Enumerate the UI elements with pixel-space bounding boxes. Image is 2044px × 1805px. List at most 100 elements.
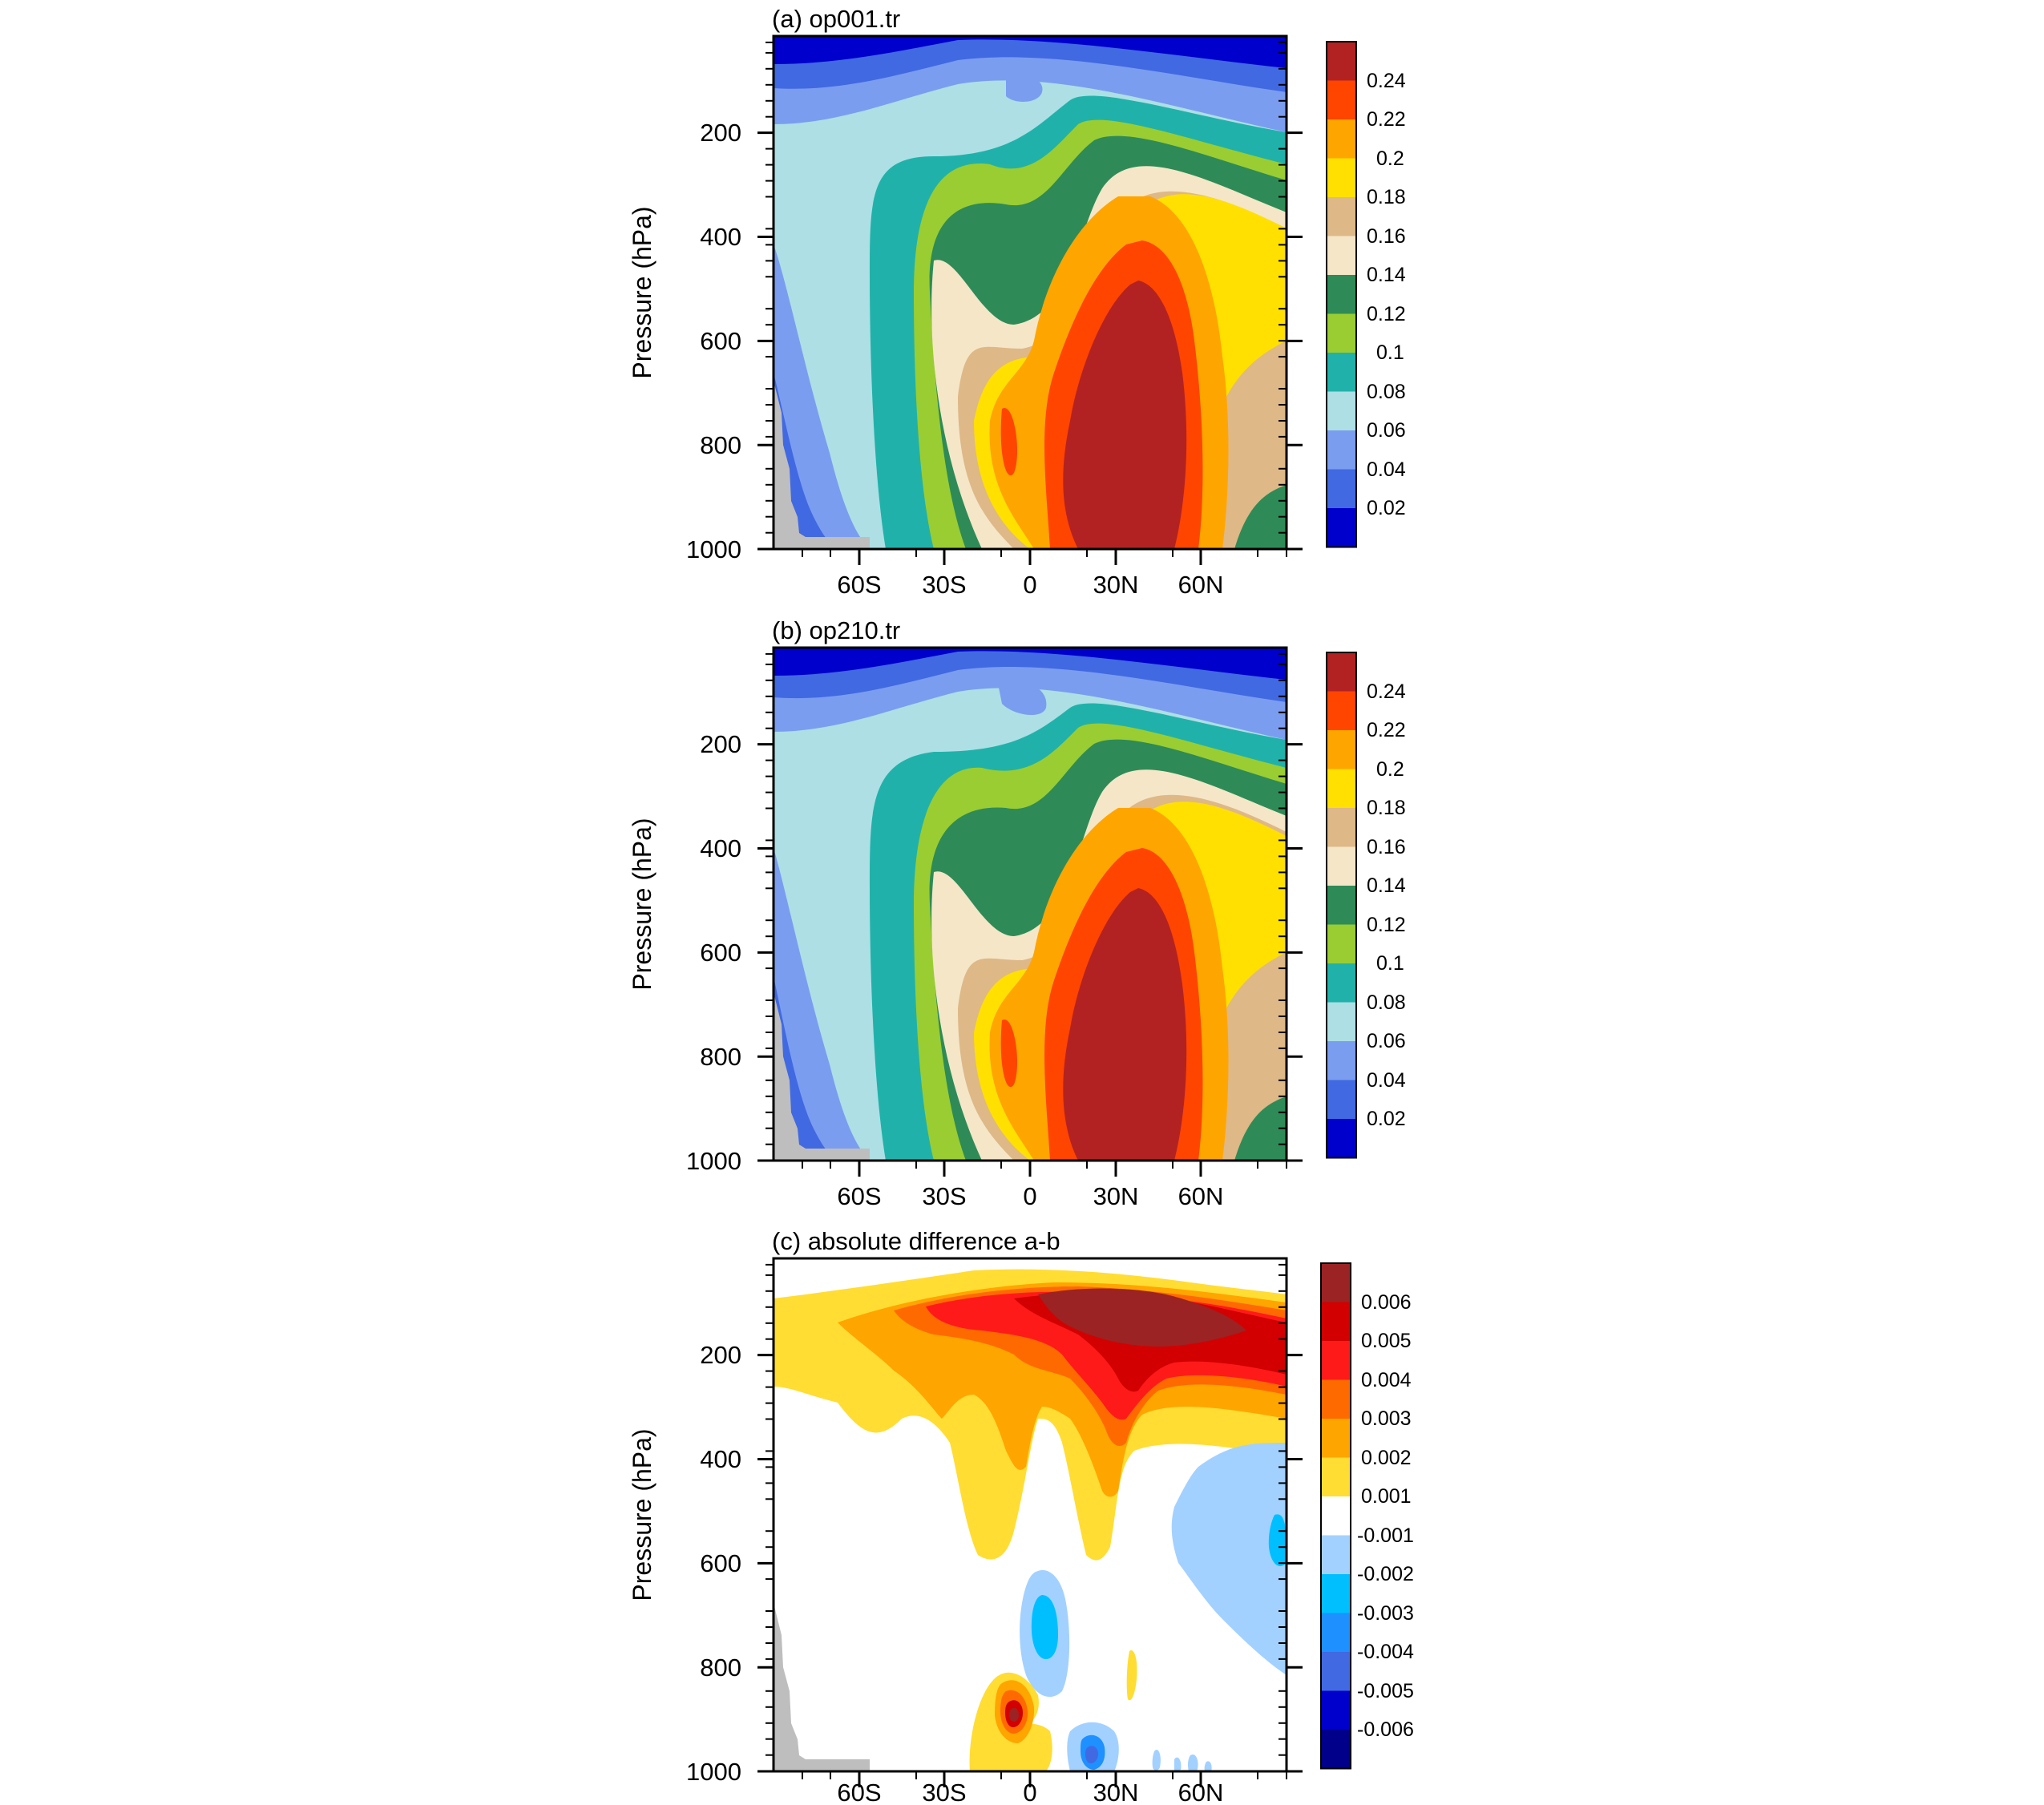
contour-band	[1031, 1595, 1058, 1659]
colorbar-label: 0.12	[1367, 914, 1406, 936]
y-tick-label: 400	[700, 223, 741, 251]
panel-b: (b) op210.tr	[628, 616, 1406, 1210]
colorbar-frame	[1326, 652, 1357, 1159]
colorbar-frame	[1326, 41, 1357, 548]
colorbar-swatch	[1321, 1379, 1351, 1419]
colorbar-swatch	[1321, 1419, 1351, 1458]
x-tick: 60N	[1178, 1161, 1223, 1210]
x-tick-label: 0	[1023, 571, 1036, 599]
y-tick: 1000	[686, 535, 1303, 563]
minor-ticks	[765, 1263, 1287, 1779]
y-tick: 200	[700, 119, 1303, 147]
y-tick: 600	[700, 327, 1303, 355]
contour-band	[1006, 76, 1043, 102]
panel-title: (c) absolute difference a-b	[772, 1227, 1060, 1255]
colorbar-label: 0.002	[1361, 1447, 1412, 1469]
colorbar-label: 0.22	[1367, 719, 1406, 741]
colorbar-label: 0.1	[1376, 952, 1404, 975]
y-tick-label: 800	[700, 1654, 741, 1682]
y-tick-label: 1000	[686, 1758, 741, 1786]
contour-band	[1234, 1096, 1287, 1161]
colorbar-swatch	[1327, 963, 1356, 1003]
colorbar-swatch	[1321, 1341, 1351, 1380]
y-axis: 200 400 600 800 1000	[686, 119, 1303, 563]
colorbar-swatch	[1327, 236, 1356, 275]
colorbar-swatch	[1327, 1119, 1356, 1158]
panel-title: (b) op210.tr	[772, 616, 900, 644]
x-tick-label: 30S	[922, 1182, 966, 1210]
y-axis: 200 400 600 800 1000	[686, 730, 1303, 1175]
x-tick-label: 60S	[837, 1182, 881, 1210]
x-axis: 60S 30S 0 30N 60N	[837, 1161, 1223, 1210]
y-axis: 200 400 600 800 1000	[686, 1341, 1303, 1786]
colorbar-label: 0.06	[1367, 1030, 1406, 1052]
colorbar-label: 0.08	[1367, 991, 1406, 1014]
colorbar-label: 0.24	[1367, 70, 1406, 92]
colorbar-swatch	[1321, 1690, 1351, 1730]
colorbar-label: 0.001	[1361, 1485, 1412, 1508]
colorbar-label: 0.2	[1376, 758, 1404, 781]
y-tick-label: 800	[700, 1043, 741, 1071]
colorbar-label: 0.1	[1376, 341, 1404, 364]
colorbar-swatch	[1327, 80, 1356, 119]
colorbar-swatch	[1327, 391, 1356, 430]
y-tick: 400	[700, 834, 1303, 862]
colorbar-label: 0.12	[1367, 303, 1406, 325]
colorbar-label: 0.14	[1367, 874, 1406, 897]
colorbar-swatch	[1321, 1652, 1351, 1691]
y-tick-label: 200	[700, 1341, 741, 1369]
x-tick: 0	[1023, 1771, 1037, 1805]
y-tick: 800	[700, 1043, 1303, 1071]
colorbar-swatch	[1327, 1080, 1356, 1119]
colorbar-swatch	[1327, 430, 1356, 470]
colorbar-swatch	[1321, 1457, 1351, 1496]
colorbar-swatch	[1321, 1496, 1351, 1536]
x-tick: 0	[1023, 549, 1037, 599]
x-tick-label: 60N	[1178, 1779, 1224, 1805]
colorbar-label: -0.004	[1357, 1641, 1414, 1663]
contour-band	[1085, 1746, 1098, 1763]
colorbar-swatch	[1321, 1730, 1351, 1769]
colorbar-swatch	[1321, 1535, 1351, 1574]
contour-band	[1038, 1288, 1246, 1347]
colorbar-swatch	[1327, 808, 1356, 847]
y-tick-label: 400	[700, 834, 741, 862]
colorbar-label: 0.04	[1367, 1069, 1406, 1092]
x-tick-label: 30N	[1093, 1182, 1139, 1210]
contour-field	[774, 36, 1287, 549]
y-tick: 200	[700, 1341, 1303, 1369]
panel-title: (a) op001.tr	[772, 5, 900, 33]
colorbar-label: 0.02	[1367, 1108, 1406, 1130]
contour-band	[1000, 407, 1018, 476]
x-tick-label: 60N	[1178, 571, 1224, 599]
y-tick-label: 600	[700, 1549, 741, 1577]
contour-band	[1171, 1443, 1287, 1675]
x-tick: 30S	[922, 549, 967, 599]
colorbar-swatch	[1327, 313, 1356, 353]
x-tick: 30N	[1093, 1771, 1138, 1805]
colorbar-swatch	[1327, 924, 1356, 963]
contour-band	[1204, 1761, 1212, 1771]
contour-band	[1000, 1019, 1018, 1088]
y-tick: 600	[700, 1549, 1303, 1577]
contour-band	[1126, 1650, 1137, 1701]
contour-band	[774, 648, 1287, 680]
colorbar-swatch	[1327, 1002, 1356, 1041]
colorbar-swatch	[1321, 1302, 1351, 1341]
contour-band	[1152, 1749, 1161, 1771]
colorbar-label: 0.005	[1361, 1330, 1412, 1352]
x-tick-label: 60S	[837, 1779, 881, 1805]
y-tick: 600	[700, 939, 1303, 967]
colorbar-label: -0.003	[1357, 1602, 1414, 1625]
colorbar-label: 0.006	[1361, 1291, 1412, 1314]
y-tick: 200	[700, 730, 1303, 758]
y-axis-label: Pressure (hPa)	[628, 1428, 656, 1601]
y-tick: 400	[700, 223, 1303, 251]
colorbar-swatch	[1327, 1041, 1356, 1080]
terrain-mask	[774, 381, 870, 549]
colorbar-swatch	[1327, 42, 1356, 81]
x-axis: 60S 30S 0 30N 60N	[837, 1771, 1223, 1805]
contour-band	[1063, 281, 1187, 549]
x-tick: 0	[1023, 1161, 1037, 1210]
colorbar-label: 0.08	[1367, 381, 1406, 403]
